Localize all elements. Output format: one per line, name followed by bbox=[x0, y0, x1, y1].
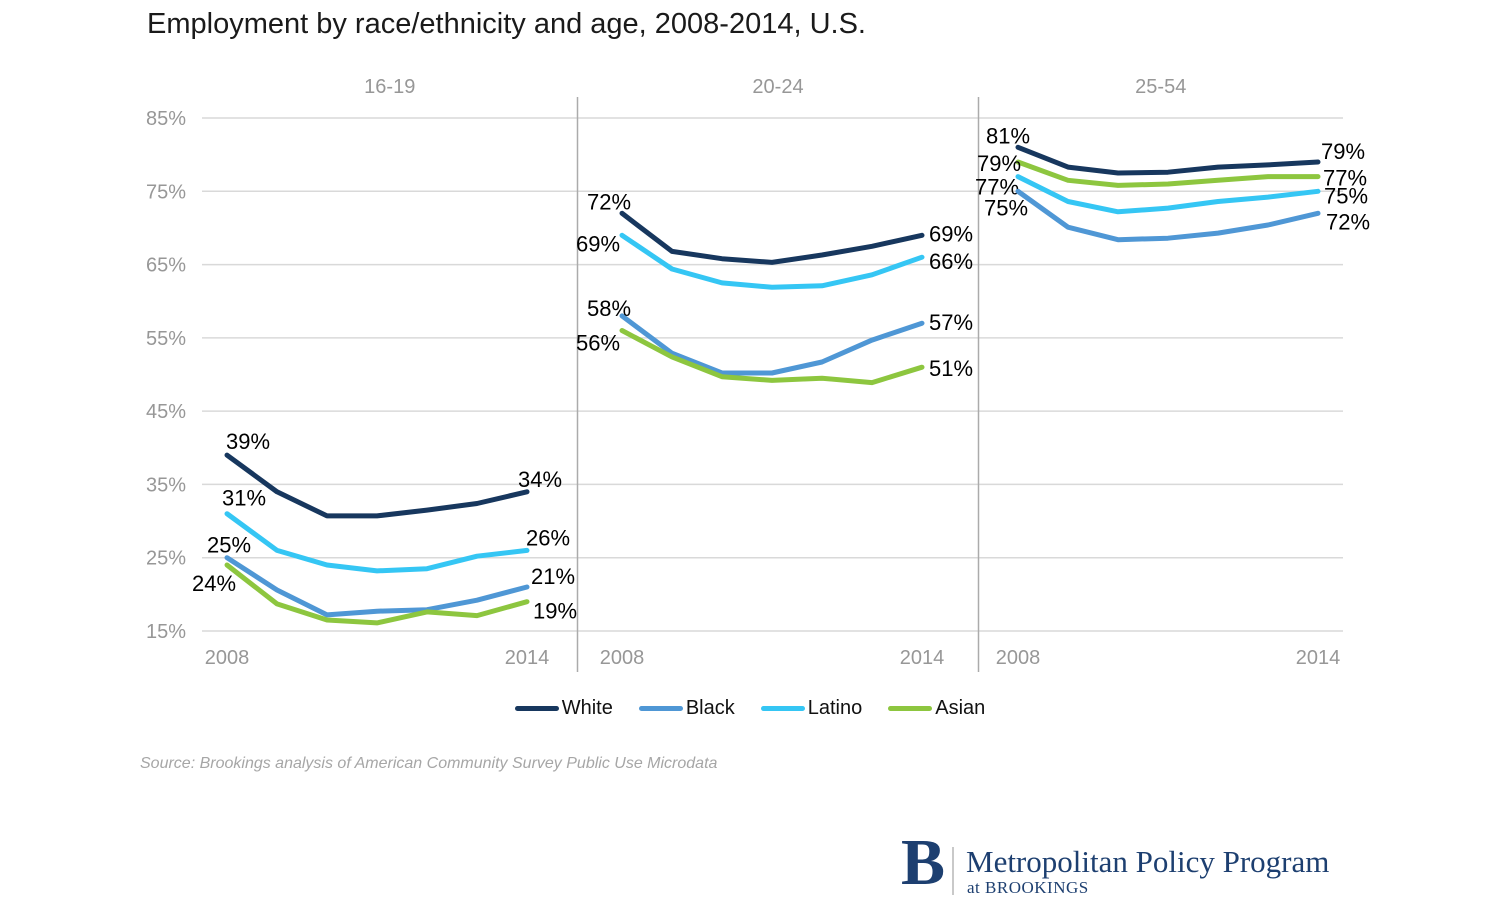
logo-brookings-subtitle: at BROOKINGS bbox=[967, 878, 1089, 897]
x-axis-label: 2008 bbox=[205, 647, 250, 669]
legend-swatch-latino bbox=[760, 705, 805, 711]
page-title: Employment by race/ethnicity and age, 20… bbox=[147, 8, 866, 40]
legend-item-white: White bbox=[514, 696, 613, 720]
series-line-asian-16-19 bbox=[224, 562, 530, 626]
x-axis-label: 2008 bbox=[996, 647, 1041, 669]
y-axis-tick-label: 65% bbox=[146, 255, 186, 277]
legend-item-latino: Latino bbox=[760, 696, 863, 720]
y-axis-tick-label: 45% bbox=[146, 401, 186, 423]
start-value-label-black-16-19: 25% bbox=[207, 533, 251, 558]
end-value-label-black-16-19: 21% bbox=[531, 564, 575, 589]
series-line-latino-20-24 bbox=[619, 232, 925, 290]
legend-label-latino: Latino bbox=[807, 696, 863, 719]
series-line-black-16-19 bbox=[224, 555, 530, 618]
start-value-label-latino-25-54: 77% bbox=[975, 175, 1019, 200]
end-value-label-white-20-24: 69% bbox=[929, 221, 973, 246]
panel-title-20-24: 20-24 bbox=[752, 76, 803, 98]
legend-label-white: White bbox=[561, 696, 613, 719]
start-value-label-asian-16-19: 24% bbox=[192, 571, 236, 596]
series-line-asian-20-24 bbox=[619, 328, 925, 386]
legend-label-asian: Asian bbox=[935, 696, 986, 719]
y-axis-tick-label: 55% bbox=[146, 328, 186, 350]
chart-legend: White Black Latino Asian bbox=[0, 694, 1500, 722]
series-line-black-25-54 bbox=[1015, 188, 1321, 243]
end-value-label-latino-25-54: 75% bbox=[1324, 183, 1368, 208]
series-line-black-20-24 bbox=[619, 313, 925, 376]
end-value-label-black-20-24: 57% bbox=[929, 310, 973, 335]
y-axis-tick-label: 75% bbox=[146, 181, 186, 203]
legend-swatch-black bbox=[638, 705, 683, 711]
x-axis-label: 2014 bbox=[505, 647, 550, 669]
start-value-label-white-25-54: 81% bbox=[986, 123, 1030, 148]
x-axis-label: 2008 bbox=[600, 647, 645, 669]
start-value-label-latino-20-24: 69% bbox=[576, 231, 620, 256]
start-value-label-black-20-24: 58% bbox=[587, 296, 631, 321]
x-axis-label: 2014 bbox=[1296, 647, 1341, 669]
legend-swatch-asian bbox=[888, 705, 933, 711]
end-value-label-white-16-19: 34% bbox=[518, 467, 562, 492]
series-line-white-25-54 bbox=[1015, 144, 1321, 176]
start-value-label-black-25-54: 75% bbox=[984, 195, 1028, 220]
end-value-label-asian-20-24: 51% bbox=[929, 356, 973, 381]
series-line-latino-16-19 bbox=[224, 511, 530, 574]
end-value-label-asian-25-54: 77% bbox=[1323, 166, 1367, 191]
start-value-label-white-20-24: 72% bbox=[587, 189, 631, 214]
series-line-white-16-19 bbox=[224, 452, 530, 519]
end-value-label-asian-16-19: 19% bbox=[533, 599, 577, 624]
logo-divider bbox=[952, 847, 954, 895]
legend-label-black: Black bbox=[685, 696, 735, 719]
end-value-label-white-25-54: 79% bbox=[1321, 139, 1365, 164]
legend-item-black: Black bbox=[638, 696, 735, 720]
brookings-logo-b: B bbox=[901, 826, 946, 899]
start-value-label-latino-16-19: 31% bbox=[222, 486, 266, 511]
y-axis-tick-label: 15% bbox=[146, 621, 186, 643]
start-value-label-asian-25-54: 79% bbox=[977, 151, 1021, 176]
series-line-asian-25-54 bbox=[1015, 159, 1321, 188]
panel-title-25-54: 25-54 bbox=[1135, 76, 1186, 98]
y-axis-tick-label: 85% bbox=[146, 108, 186, 130]
start-value-label-white-16-19: 39% bbox=[226, 429, 270, 454]
logo-program-name: Metropolitan Policy Program bbox=[966, 844, 1330, 879]
end-value-label-black-25-54: 72% bbox=[1326, 209, 1370, 234]
end-value-label-latino-16-19: 26% bbox=[526, 525, 570, 550]
series-line-white-20-24 bbox=[619, 210, 925, 265]
legend-swatch-white bbox=[514, 705, 559, 711]
employment-line-chart: 85% 75% 65% 55% 45% 35% 25% 15% 16-19 2008 2014 39%… bbox=[146, 76, 1370, 672]
end-value-label-latino-20-24: 66% bbox=[929, 249, 973, 274]
y-axis-tick-label: 35% bbox=[146, 474, 186, 496]
source-note: Source: Brookings analysis of American C… bbox=[140, 755, 718, 772]
x-axis-label: 2014 bbox=[900, 647, 945, 669]
y-axis-tick-label: 25% bbox=[146, 548, 186, 570]
start-value-label-asian-20-24: 56% bbox=[576, 331, 620, 356]
legend-item-asian: Asian bbox=[888, 697, 985, 720]
series-line-latino-25-54 bbox=[1015, 174, 1321, 215]
panel-title-16-19: 16-19 bbox=[364, 76, 415, 98]
